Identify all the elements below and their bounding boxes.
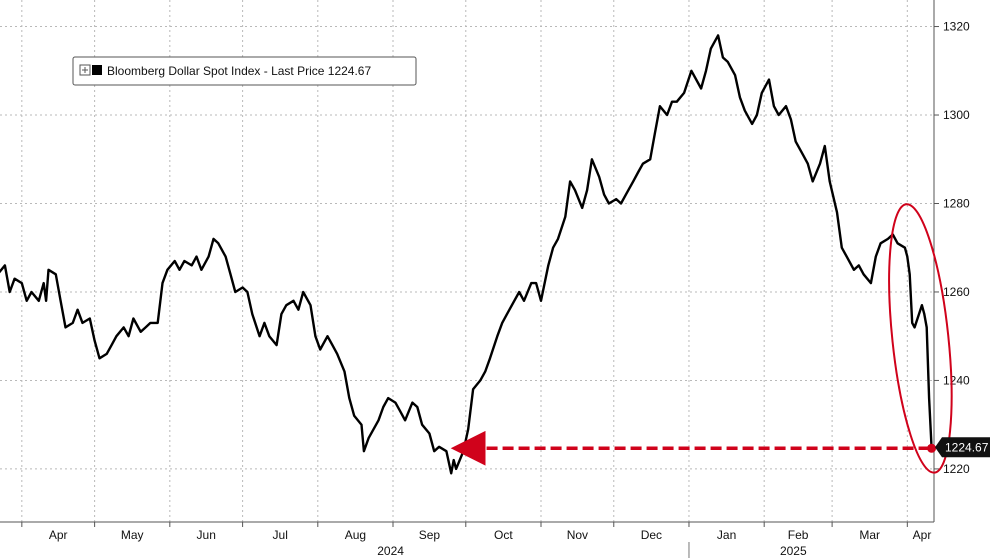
year-label: 2025 — [780, 544, 807, 558]
chart-grid — [0, 0, 934, 522]
y-tick-label: 1280 — [943, 196, 970, 210]
legend: Bloomberg Dollar Spot Index - Last Price… — [72, 56, 417, 86]
series-line-dollar-index — [0, 34, 933, 475]
series-layer — [0, 34, 933, 475]
x-tick-label: Jan — [717, 528, 736, 542]
x-tick-label: Nov — [567, 528, 588, 542]
x-tick-label: Mar — [859, 528, 880, 542]
x-tick-label: Sep — [419, 528, 441, 542]
y-tick-label: 1300 — [943, 108, 970, 122]
chart-axes: 1220 1240 1260 1280 1300 1320 Apr May Jun Jul Aug S… — [0, 0, 970, 558]
legend-box — [72, 56, 417, 86]
last-price-tag-shape — [935, 437, 990, 458]
y-tick-label: 1260 — [943, 285, 970, 299]
y-tick-label: 1320 — [943, 20, 970, 34]
highlight-ellipse — [888, 203, 953, 474]
annotation-layer — [450, 203, 953, 474]
x-tick-label: Feb — [788, 528, 809, 542]
y-tick-label: 1220 — [943, 462, 970, 476]
x-tick-label: Aug — [345, 528, 366, 542]
legend-series-swatch — [92, 65, 102, 75]
last-price-value: 1224.67 — [945, 440, 989, 454]
last-price-tag: 1224.67 — [935, 437, 990, 458]
y-tick-label: 1240 — [943, 373, 970, 387]
year-label: 2024 — [377, 544, 404, 558]
x-tick-label: Jun — [197, 528, 216, 542]
x-tick-label: Apr — [913, 528, 932, 542]
annotation-endpoint-dot — [927, 443, 937, 453]
legend-label: Bloomberg Dollar Spot Index - Last Price… — [107, 64, 371, 78]
x-tick-label: Jul — [273, 528, 288, 542]
x-tick-label: May — [121, 528, 144, 542]
x-tick-label: Oct — [494, 528, 513, 542]
x-tick-label: Apr — [49, 528, 68, 542]
x-tick-label: Dec — [641, 528, 662, 542]
